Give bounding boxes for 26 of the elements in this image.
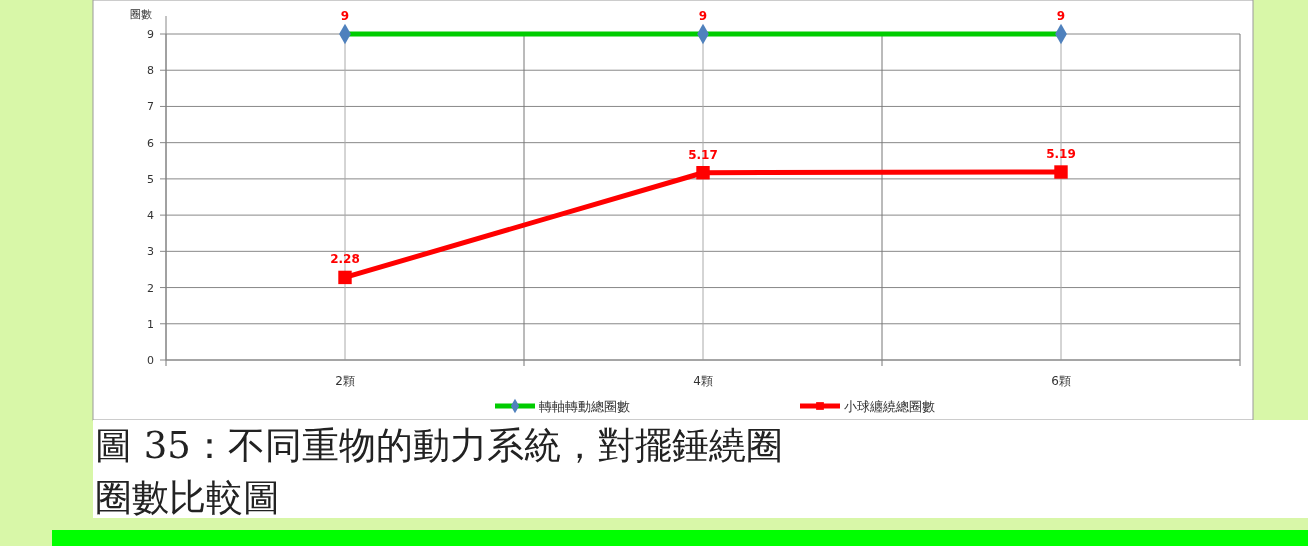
y-tick-label: 4 xyxy=(147,209,154,223)
data-label: 9 xyxy=(698,9,708,23)
y-tick-label: 8 xyxy=(147,64,154,78)
data-label: 5.17 xyxy=(688,147,718,162)
point xyxy=(696,166,710,180)
y-axis-title: 圈數 xyxy=(130,8,152,21)
x-tick-label: 6顆 xyxy=(1051,374,1071,388)
text: 圖 35：不同重物的動力系統，對擺錘繞圈圈數比較圖 xyxy=(95,424,783,519)
y-tick-label: 1 xyxy=(147,317,154,331)
point xyxy=(338,270,352,285)
y-tick-label: 7 xyxy=(147,100,154,114)
y-tick-label: 5 xyxy=(147,172,154,186)
data-label: 5.19 xyxy=(1046,147,1076,162)
legend-label: 轉軸轉動總圈數 xyxy=(539,399,630,414)
data-label: 2.28 xyxy=(330,252,360,267)
y-tick-label: 9 xyxy=(147,28,154,41)
y-tick-label: 2 xyxy=(147,281,154,295)
y-tick-label: 0 xyxy=(147,354,154,367)
point xyxy=(1054,165,1068,179)
y-tick-label: 3 xyxy=(147,245,154,259)
legend-label: 小球纏繞總圈數 xyxy=(844,399,935,414)
x-tick-label: 2顆 xyxy=(335,374,355,388)
y-tick-label: 6 xyxy=(147,136,154,150)
x-tick-label: 4顆 xyxy=(693,374,713,388)
data-label: 9 xyxy=(340,9,350,23)
data-label: 9 xyxy=(1056,9,1066,23)
